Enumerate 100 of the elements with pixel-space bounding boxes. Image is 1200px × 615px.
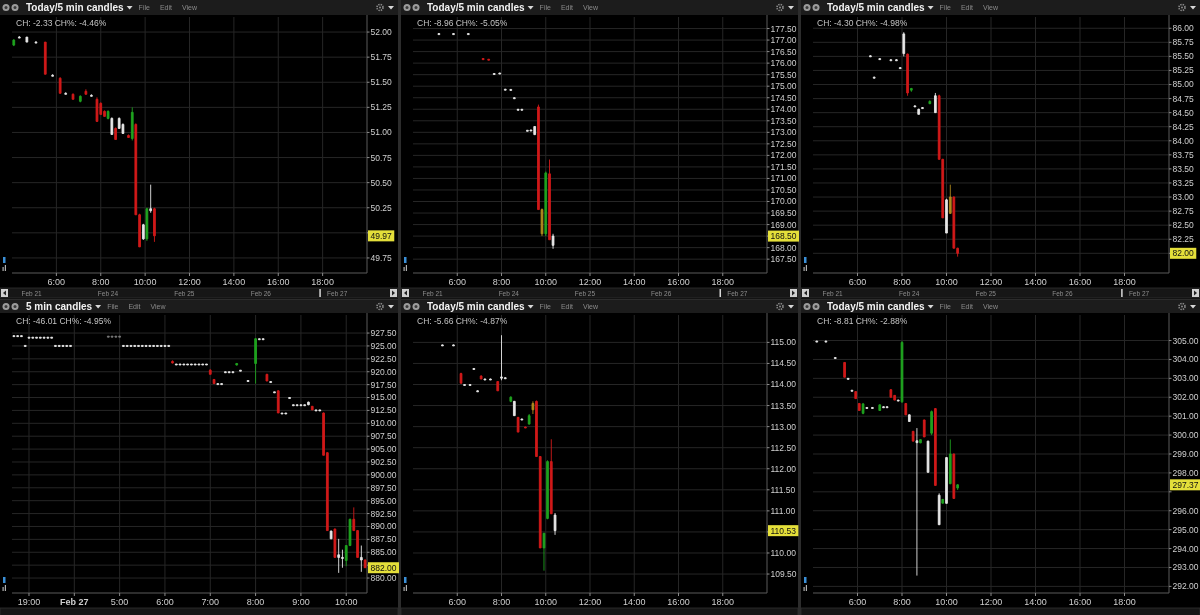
candlestick <box>948 184 952 215</box>
candlestick <box>235 362 239 366</box>
y-tick-label: 174.00 <box>770 104 797 115</box>
candlestick <box>69 344 72 347</box>
x-tick-label: 8:00 <box>246 597 265 607</box>
candlestick <box>945 456 948 504</box>
y-tick-label: 177.50 <box>770 23 797 34</box>
candlestick <box>310 405 314 411</box>
y-tick-label: 885.00 <box>370 547 397 558</box>
candlestick <box>295 404 299 407</box>
x-tick-label: 8:00 <box>492 277 511 287</box>
candlestick <box>133 344 137 347</box>
y-tick-label: 304.00 <box>1172 354 1199 365</box>
candlestick <box>314 409 318 412</box>
candlestick <box>27 336 31 339</box>
y-tick-label: 880.00 <box>370 573 397 584</box>
candlestick <box>159 344 163 347</box>
candlestick <box>503 88 507 91</box>
candlestick <box>258 338 261 341</box>
candlestick <box>51 73 54 77</box>
candlestick <box>156 344 159 347</box>
x-tick-label: 14:00 <box>622 277 646 287</box>
y-tick-label: 892.50 <box>370 508 397 519</box>
candlestick <box>479 374 483 380</box>
candlestick <box>329 530 333 540</box>
candlestick <box>452 32 455 36</box>
candlestick <box>212 378 216 385</box>
candlestick <box>516 416 520 433</box>
candlestick <box>907 414 911 422</box>
y-tick-label: 85.00 <box>1172 79 1195 90</box>
candlestick <box>889 58 893 62</box>
y-tick-label: 173.00 <box>770 127 797 138</box>
chart-subtitle: CH: -2.33 CH%: -4.46% <box>16 18 107 28</box>
x-tick-label: 19:00 <box>17 597 41 607</box>
y-tick-label: 176.50 <box>770 46 797 57</box>
candlestick <box>84 88 88 95</box>
candlestick <box>114 126 117 140</box>
candlestick <box>122 344 125 347</box>
chart-subtitle: CH: -46.01 CH%: -4.95% <box>16 316 112 326</box>
annotation: 82.00 <box>1172 248 1195 259</box>
y-tick-label: 900.00 <box>370 469 397 480</box>
candlestick <box>137 344 140 347</box>
y-tick-label: 50.25 <box>370 202 393 213</box>
y-tick-label: 82.50 <box>1172 220 1195 231</box>
y-tick-label: 174.50 <box>770 92 797 103</box>
candlestick <box>882 405 885 409</box>
y-tick-label: 114.00 <box>770 379 797 390</box>
candlestick <box>512 97 516 100</box>
candlestick <box>130 106 134 141</box>
annotation: 882.00 <box>370 562 397 573</box>
y-tick-label: 112.50 <box>770 442 797 453</box>
candlestick <box>496 380 500 392</box>
candlestick <box>318 409 322 412</box>
y-tick-label: 82.75 <box>1172 206 1195 217</box>
candlestick <box>922 419 926 438</box>
y-tick-label: 113.00 <box>770 421 797 432</box>
x-tick-label: 10:00 <box>935 277 958 287</box>
candlestick <box>468 383 472 386</box>
chart-title: Today/5 min candles <box>427 301 526 312</box>
y-tick-label: 51.00 <box>370 127 393 138</box>
candlestick <box>941 498 945 504</box>
x-tick-label: 9:00 <box>292 597 310 607</box>
candlestick <box>889 388 893 398</box>
candlestick <box>178 363 182 366</box>
candlestick <box>17 35 21 39</box>
candlestick <box>937 492 941 526</box>
candlestick <box>205 363 208 366</box>
candlestick <box>42 336 46 339</box>
candlestick <box>815 340 819 343</box>
y-tick-label: 109.50 <box>770 569 797 580</box>
x-tick-label: 6:00 <box>848 597 867 607</box>
chart-subtitle: CH: -5.66 CH%: -4.87% <box>417 316 508 326</box>
candlestick <box>337 538 341 574</box>
x-tick-label: 6:00 <box>448 597 467 607</box>
candlestick <box>917 108 921 115</box>
x-tick-label: 8:00 <box>893 277 911 287</box>
y-tick-label: 927.50 <box>370 328 397 339</box>
y-tick-label: 83.50 <box>1172 163 1195 174</box>
candlestick <box>904 402 908 416</box>
y-tick-label: 51.75 <box>370 52 393 63</box>
candlestick <box>529 129 533 132</box>
y-tick-label: 111.50 <box>770 484 796 495</box>
candlestick <box>201 363 205 366</box>
candlestick <box>437 32 441 36</box>
x-tick-label: 16:00 <box>1068 277 1092 287</box>
x-tick-label: 12:00 <box>578 277 602 287</box>
candlestick <box>208 368 212 375</box>
candlestick <box>118 335 121 338</box>
y-tick-label: 85.50 <box>1172 51 1195 62</box>
candlestick <box>110 116 114 135</box>
candlestick <box>537 104 540 211</box>
candlestick <box>106 109 110 120</box>
y-tick-label: 294.00 <box>1172 543 1199 554</box>
x-tick-label: 16:00 <box>667 597 690 607</box>
candlestick <box>520 108 524 111</box>
candlestick <box>16 335 20 338</box>
x-tick-label: 12:00 <box>979 597 1003 607</box>
candlestick <box>127 134 130 138</box>
candlestick <box>106 335 110 338</box>
candlestick <box>193 363 197 366</box>
